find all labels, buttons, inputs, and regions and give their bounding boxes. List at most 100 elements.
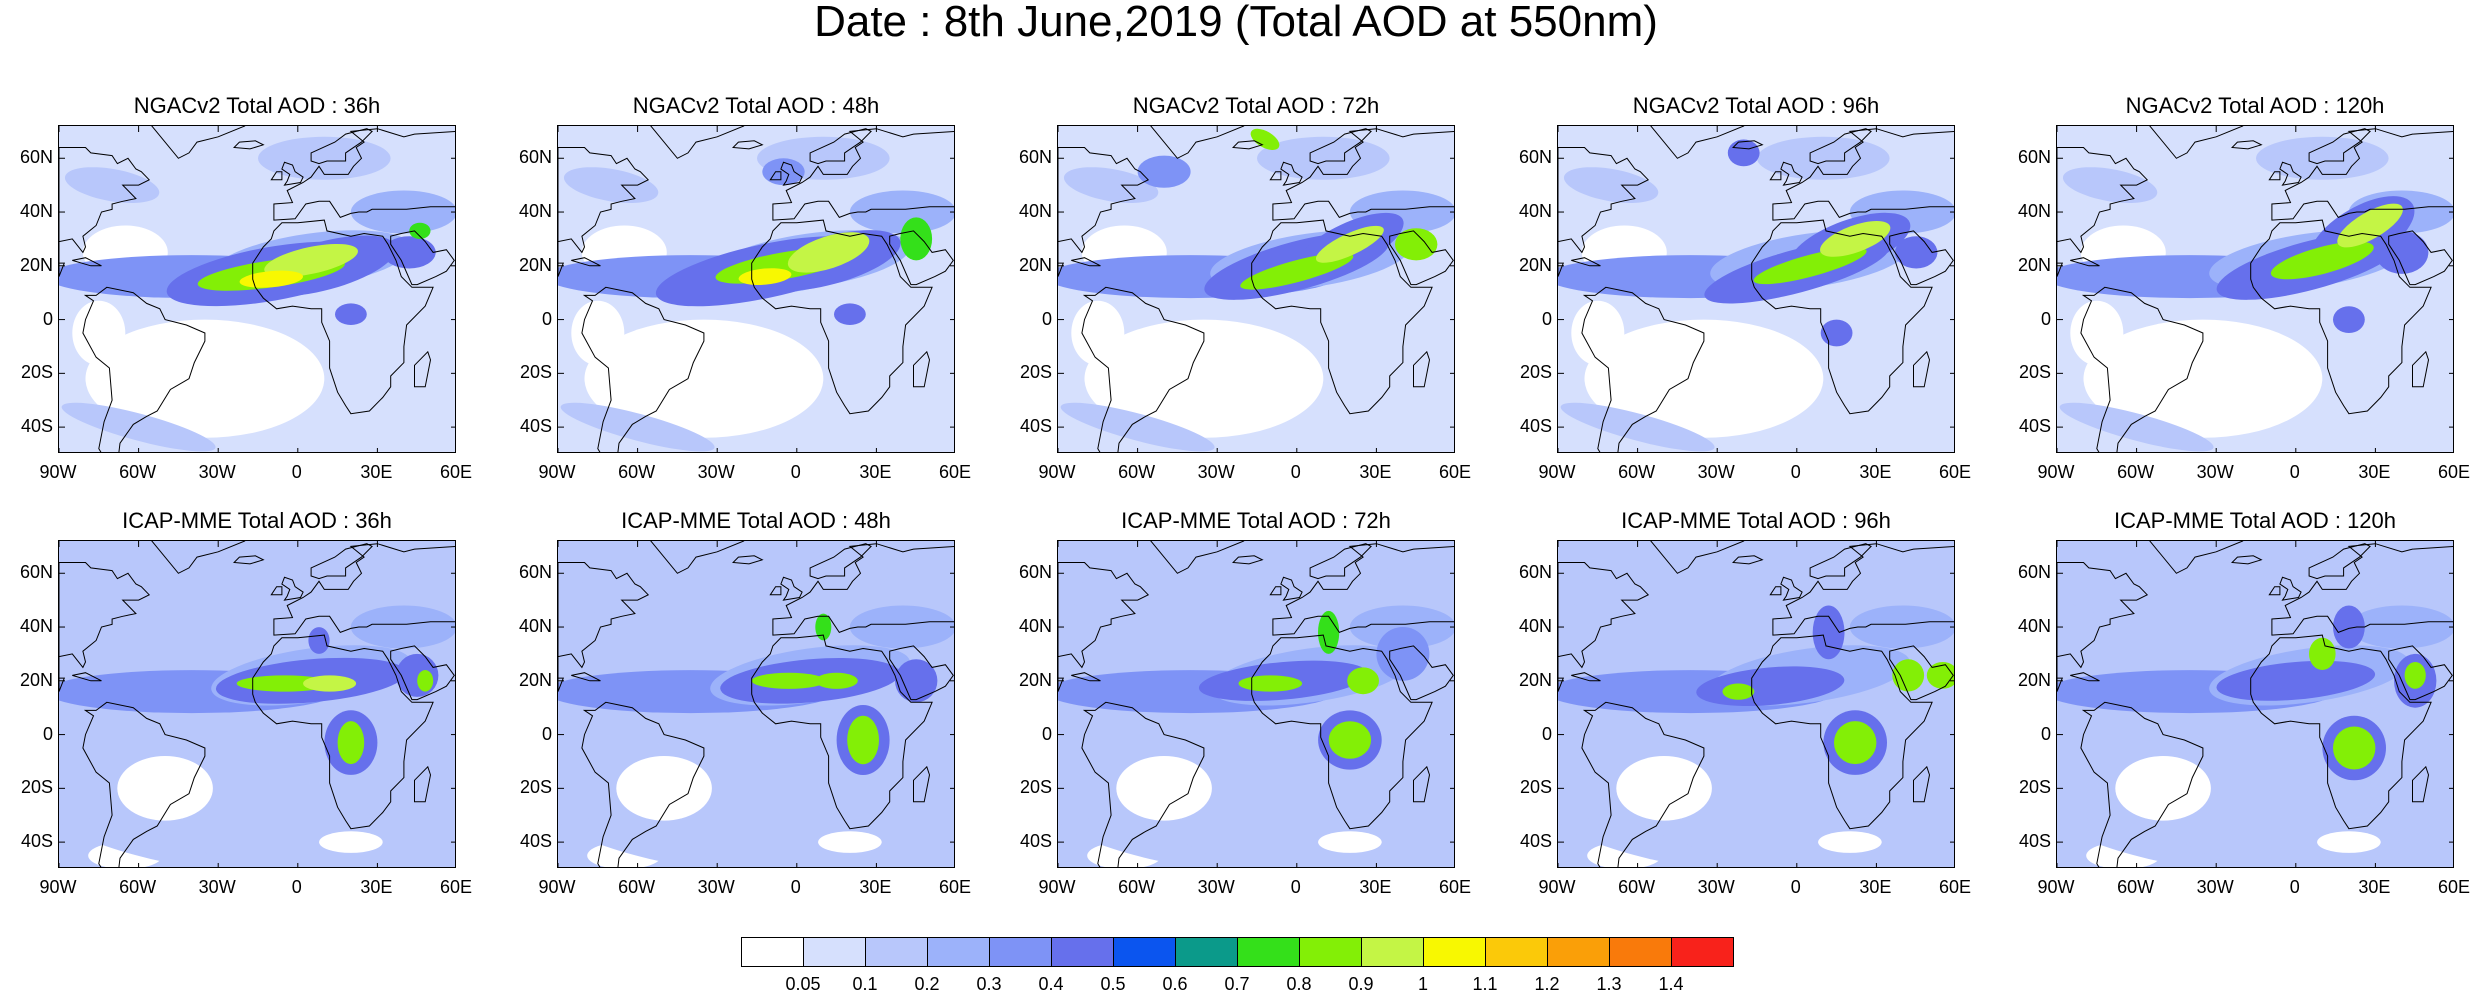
latitude-tick-label: 60N bbox=[1018, 147, 1052, 168]
panel-title: ICAP-MME Total AOD : 96h bbox=[1621, 508, 1891, 533]
longitude-tick-label: 60W bbox=[618, 462, 656, 482]
coastline-greenland bbox=[2149, 126, 2244, 159]
colorbar-swatch bbox=[1609, 937, 1672, 967]
latitude-tick-label: 60N bbox=[1518, 562, 1552, 583]
latitude-tick-label: 20N bbox=[1018, 669, 1052, 690]
aod-plume bbox=[1892, 659, 1925, 692]
coastline-arabia bbox=[2388, 230, 2453, 286]
longitude-tick-label: 30W bbox=[1697, 877, 1735, 897]
aod-plume bbox=[1315, 225, 1384, 263]
coastline-iceland bbox=[2231, 555, 2263, 565]
coastline-uk bbox=[1780, 161, 1803, 186]
aod-plume bbox=[2216, 660, 2376, 701]
aod-plume bbox=[1757, 136, 1890, 180]
colorbar-label: 0.4 bbox=[1038, 974, 1064, 994]
aod-plume bbox=[264, 243, 358, 277]
longitude-tick-label: 60E bbox=[2437, 462, 2471, 482]
coastline-south-america bbox=[1081, 286, 1205, 452]
aod-plume bbox=[1560, 402, 1715, 452]
longitude-tick-label: 0 bbox=[291, 877, 302, 897]
longitude-tick-label: 0 bbox=[2289, 877, 2300, 897]
colorbar-label: 1 bbox=[1417, 974, 1428, 994]
latitude-tick-label: 0 bbox=[1541, 723, 1552, 744]
aod-plume bbox=[815, 672, 858, 689]
coastline-europe bbox=[273, 128, 455, 221]
coastline-arabia bbox=[1889, 645, 1954, 701]
coastline-madagascar bbox=[1413, 350, 1431, 388]
aod-plume bbox=[2062, 582, 2158, 618]
coastline-greenland bbox=[151, 541, 246, 574]
coastline-greenland bbox=[1150, 541, 1245, 574]
longitude-tick-label: 90W bbox=[2037, 877, 2075, 897]
aod-plume bbox=[1318, 610, 1340, 654]
coastline-ireland bbox=[1269, 586, 1282, 596]
longitude-tick-label: 90W bbox=[538, 877, 576, 897]
aod-plume bbox=[1137, 155, 1191, 188]
aod-plume bbox=[61, 817, 216, 867]
aod-plume bbox=[72, 300, 126, 366]
latitude-tick-label: 0 bbox=[541, 308, 552, 329]
coastline-cuba bbox=[2070, 257, 2100, 267]
coastline-africa bbox=[751, 634, 933, 830]
map-panel-icap-mme-36h: ICAP-MME Total AOD : 36h 60N 40N 20N 0 20S 40S… bbox=[20, 507, 472, 896]
coastline-cuba bbox=[72, 672, 102, 682]
latitude-tick-label: 0 bbox=[2040, 723, 2051, 744]
colorbar-swatch bbox=[1423, 937, 1486, 967]
aod-plume bbox=[2404, 662, 2426, 689]
coastline-iceland bbox=[2231, 140, 2263, 150]
coastline-arabia bbox=[2388, 645, 2453, 701]
aod-plume bbox=[2083, 319, 2323, 438]
latitude-tick-label: 60N bbox=[2017, 562, 2051, 583]
aod-plume bbox=[1722, 683, 1755, 700]
latitude-tick-label: 60N bbox=[1518, 147, 1552, 168]
longitude-tick-label: 90W bbox=[538, 462, 576, 482]
longitude-tick-label: 0 bbox=[790, 462, 801, 482]
coastline-arabia bbox=[889, 230, 954, 286]
coastline-north-america bbox=[1558, 147, 1650, 277]
coastline-arabia bbox=[390, 230, 455, 286]
panel-title: ICAP-MME Total AOD : 120h bbox=[2113, 508, 2397, 533]
colorbar-label: 0.9 bbox=[1348, 974, 1374, 994]
latitude-tick-label: 40S bbox=[2018, 831, 2051, 852]
coastline-cuba bbox=[1071, 672, 1101, 682]
latitude-tick-label: 0 bbox=[1041, 723, 1052, 744]
longitude-tick-label: 30E bbox=[360, 462, 393, 482]
coastline-uk bbox=[2279, 161, 2302, 186]
coastline-uk bbox=[281, 161, 304, 186]
coastline-iceland bbox=[1232, 555, 1264, 565]
coastline-ireland bbox=[270, 586, 283, 596]
latitude-tick-label: 20S bbox=[1519, 777, 1552, 798]
coastline-uk bbox=[2279, 576, 2302, 601]
coastline-europe bbox=[1272, 128, 1454, 221]
aod-plume bbox=[2333, 726, 2376, 770]
longitude-tick-label: 30W bbox=[697, 877, 735, 897]
latitude-tick-label: 0 bbox=[2040, 308, 2051, 329]
latitude-tick-label: 20S bbox=[20, 362, 53, 383]
colorbar-swatch bbox=[927, 937, 990, 967]
coastline-ireland bbox=[2268, 586, 2281, 596]
latitude-tick-label: 20N bbox=[19, 254, 53, 275]
aod-plume bbox=[1926, 662, 1954, 689]
aod-plume bbox=[2348, 605, 2453, 649]
aod-plume bbox=[409, 222, 431, 239]
coastline-scandinavia bbox=[310, 128, 373, 165]
aod-plume bbox=[1584, 319, 1824, 438]
coastline-north-america bbox=[1558, 562, 1650, 692]
aod-plume bbox=[757, 551, 890, 595]
longitude-tick-label: 30W bbox=[2196, 462, 2234, 482]
longitude-tick-label: 0 bbox=[1790, 462, 1801, 482]
longitude-tick-label: 90W bbox=[39, 877, 77, 897]
latitude-tick-label: 20N bbox=[19, 669, 53, 690]
coastline-madagascar bbox=[414, 350, 432, 388]
coastline-south-america bbox=[1081, 701, 1205, 867]
coastline-europe bbox=[1772, 543, 1954, 636]
coastline-iceland bbox=[233, 140, 265, 150]
coastline-north-america bbox=[59, 562, 151, 692]
panel-title: NGACv2 Total AOD : 96h bbox=[1632, 93, 1880, 118]
aod-plume bbox=[85, 319, 325, 438]
coastline-south-america bbox=[581, 286, 705, 452]
aod-plume bbox=[616, 756, 712, 821]
coastline-madagascar bbox=[1413, 765, 1431, 803]
coastline-north-america bbox=[558, 147, 650, 277]
aod-plume bbox=[849, 605, 954, 649]
